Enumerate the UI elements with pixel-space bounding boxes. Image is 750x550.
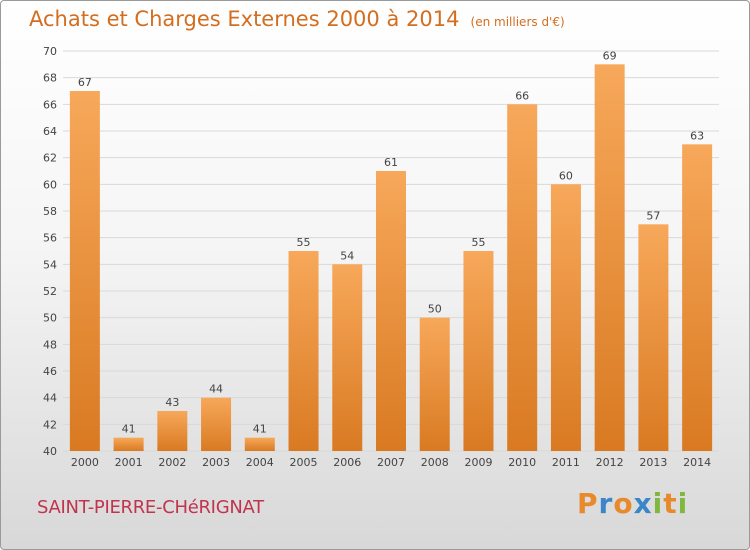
bar-2008	[419, 317, 450, 451]
y-tick-label: 46	[43, 365, 57, 378]
value-label-2003: 44	[209, 383, 223, 396]
value-label-2007: 61	[384, 156, 398, 169]
bar-2009	[463, 251, 494, 451]
value-label-2014: 63	[690, 129, 704, 142]
value-label-2008: 50	[428, 303, 442, 316]
bar-2014	[682, 144, 713, 452]
x-tick-label-2005: 2005	[290, 456, 318, 469]
x-tick-label-2012: 2012	[596, 456, 624, 469]
y-tick-label: 40	[43, 445, 57, 458]
x-tick-label-2009: 2009	[464, 456, 492, 469]
bar-2000	[69, 91, 100, 451]
y-tick-label: 50	[43, 312, 57, 325]
x-tick-label-2002: 2002	[158, 456, 186, 469]
x-tick-label-2007: 2007	[377, 456, 405, 469]
y-tick-label: 54	[43, 258, 57, 271]
x-tick-label-2004: 2004	[246, 456, 274, 469]
x-tick-label-2001: 2001	[115, 456, 143, 469]
bar-2012	[594, 64, 625, 452]
bar-2001	[113, 437, 144, 451]
value-label-2011: 60	[559, 169, 573, 182]
bar-2013	[638, 224, 669, 451]
brand-letter: t	[663, 487, 678, 520]
bar-2004	[244, 437, 275, 451]
commune-name: SAINT-PIERRE-CHéRIGNAT	[37, 497, 264, 518]
value-label-2004: 41	[253, 423, 267, 436]
bar-2003	[201, 397, 232, 451]
brand-logo: Proxiti	[577, 487, 688, 520]
value-label-2013: 57	[646, 209, 660, 222]
y-tick-label: 66	[43, 98, 57, 111]
value-label-2000: 67	[78, 76, 92, 89]
bar-2005	[288, 251, 319, 451]
y-tick-label: 44	[43, 392, 57, 405]
bar-2011	[550, 184, 581, 452]
value-labels: 67 41 43 44 41 55 54 61 50 55 66 60 69 57 63	[78, 49, 704, 435]
y-tick-label: 62	[43, 152, 57, 165]
value-label-2010: 66	[515, 89, 529, 102]
title-row: Achats et Charges Externes 2000 à 2014 (…	[29, 7, 565, 31]
x-tick-label-2000: 2000	[71, 456, 99, 469]
x-tick-label-2011: 2011	[552, 456, 580, 469]
y-tick-label: 58	[43, 205, 57, 218]
x-tick-label-2008: 2008	[421, 456, 449, 469]
y-tick-label: 52	[43, 285, 57, 298]
y-tick-label: 70	[43, 45, 57, 58]
x-tick-labels: 2000 2001 2002 2003 2004 2005 2006 2007 2008 2009…	[71, 456, 711, 469]
y-tick-label: 68	[43, 72, 57, 85]
brand-letter: r	[598, 487, 614, 520]
bar-2002	[157, 411, 188, 451]
brand-letter: o	[613, 487, 634, 520]
value-label-2001: 41	[122, 423, 136, 436]
value-label-2002: 43	[165, 396, 179, 409]
value-label-2006: 54	[340, 249, 354, 262]
y-tick-label: 56	[43, 232, 57, 245]
x-tick-label-2013: 2013	[639, 456, 667, 469]
y-tick-labels: 40 42 44 46 48 50 52 54 56 58 60 62 64 66 68 70	[43, 45, 57, 458]
y-tick-label: 64	[43, 125, 57, 138]
brand-letter: i	[677, 487, 689, 520]
bars	[69, 64, 713, 452]
y-tick-label: 48	[43, 338, 57, 351]
value-label-2005: 55	[297, 236, 311, 249]
brand-letter: i	[652, 487, 664, 520]
bar-2006	[332, 264, 363, 451]
y-tick-label: 42	[43, 418, 57, 431]
chart-unit: (en milliers d'€)	[470, 15, 565, 29]
brand-letter: x	[633, 487, 653, 520]
x-tick-label-2006: 2006	[333, 456, 361, 469]
x-tick-label-2003: 2003	[202, 456, 230, 469]
brand-letter: P	[577, 487, 599, 520]
value-label-2012: 69	[603, 49, 617, 62]
y-tick-label: 60	[43, 178, 57, 191]
x-tick-label-2014: 2014	[683, 456, 711, 469]
bar-2007	[376, 171, 406, 451]
chart-title: Achats et Charges Externes 2000 à 2014	[29, 7, 460, 31]
value-label-2009: 55	[471, 236, 485, 249]
x-tick-label-2010: 2010	[508, 456, 536, 469]
bar-2010	[507, 104, 538, 451]
